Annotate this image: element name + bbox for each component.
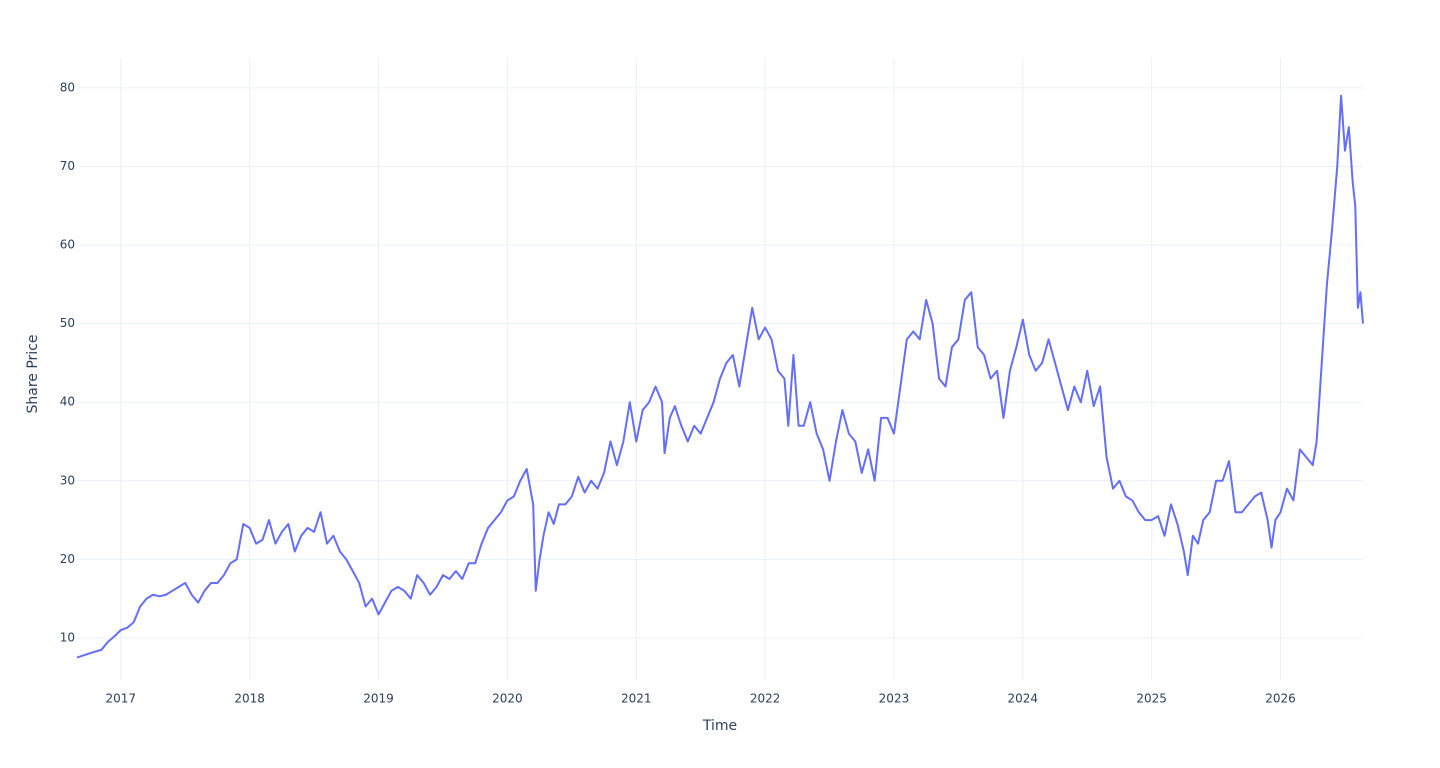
x-tick-label: 2024 bbox=[1008, 692, 1039, 706]
line bbox=[76, 94, 1364, 659]
x-tick-label: 2025 bbox=[1136, 692, 1167, 706]
x-tick-label: 2026 bbox=[1265, 692, 1296, 706]
y-tick-label: 50 bbox=[60, 316, 75, 330]
x-tick-label: 2019 bbox=[363, 692, 394, 706]
y-tick-label: 20 bbox=[60, 552, 75, 566]
y-tick-label: 30 bbox=[60, 473, 75, 487]
x-axis-label: Time bbox=[702, 718, 737, 734]
x-tick-label: 2022 bbox=[750, 692, 781, 706]
x-tick-label: 2021 bbox=[621, 692, 652, 706]
y-tick-label: 80 bbox=[60, 80, 75, 94]
y-tick-label: 70 bbox=[60, 159, 75, 173]
x-tick-label: 2018 bbox=[234, 692, 265, 706]
x-tick-label: 2020 bbox=[492, 692, 523, 706]
y-tick-label: 60 bbox=[60, 238, 75, 252]
y-tick-label: 10 bbox=[60, 630, 75, 644]
y-axis-label: Share Price bbox=[25, 334, 41, 413]
y-tick-label: 40 bbox=[60, 395, 75, 409]
x-tick-label: 2023 bbox=[879, 692, 910, 706]
x-tick-label: 2017 bbox=[106, 692, 137, 706]
